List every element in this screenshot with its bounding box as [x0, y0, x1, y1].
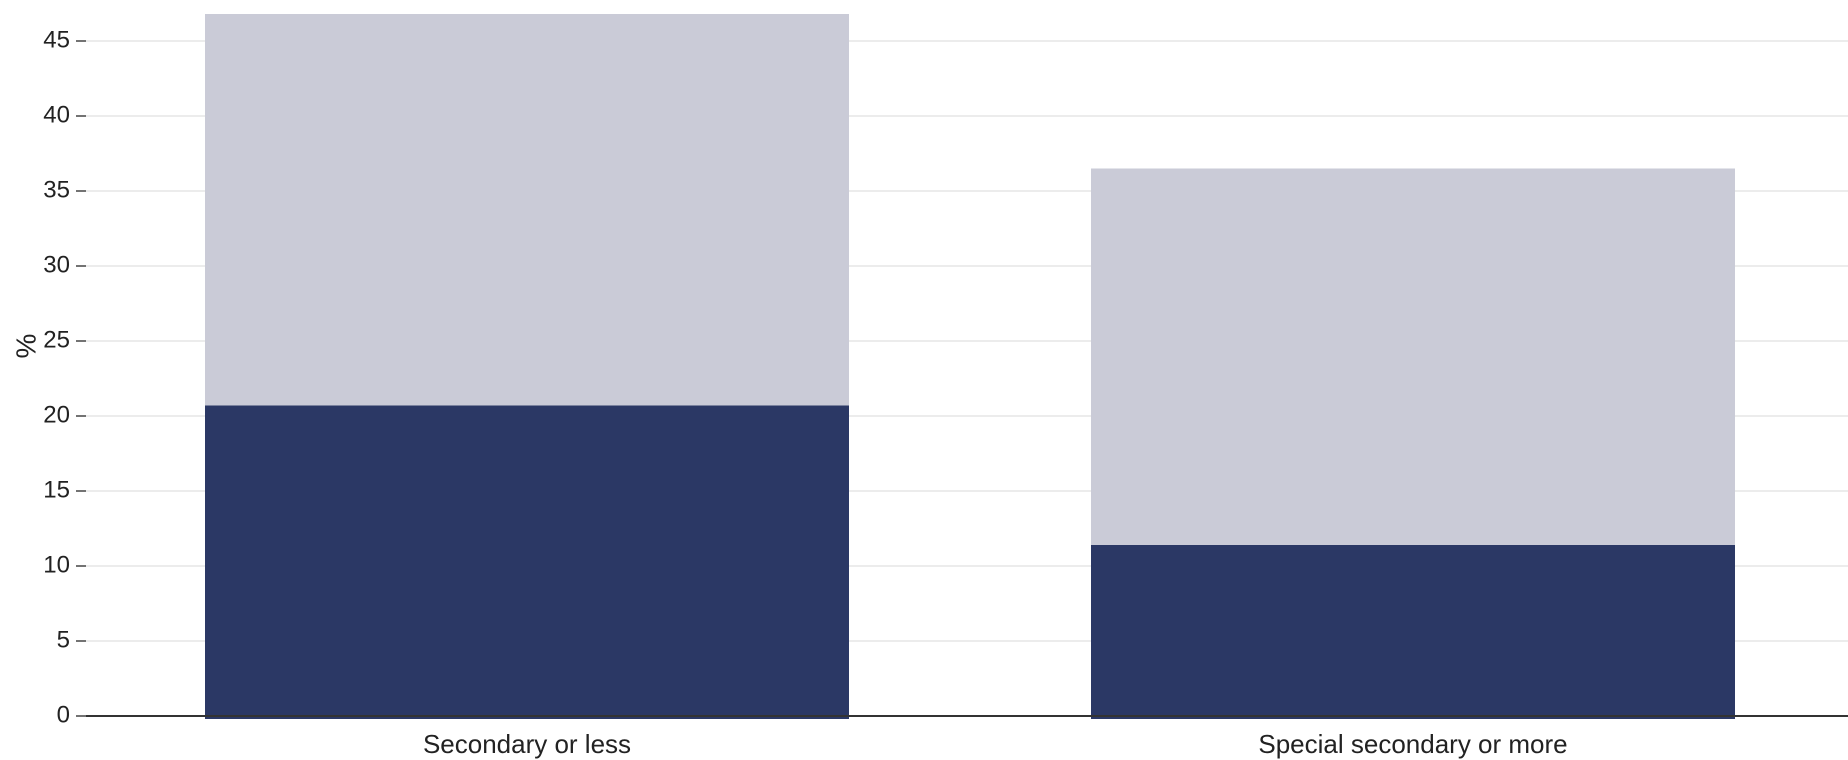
y-axis-title: %	[10, 334, 41, 359]
x-tick-label: Special secondary or more	[1258, 729, 1567, 759]
y-tick-label: 40	[43, 101, 70, 128]
y-tick-label: 5	[57, 626, 70, 653]
axes: 0 5 10 15 20 25 30 35 40 45 Secondary or less Speci…	[43, 26, 1848, 759]
x-tick-label: Secondary or less	[423, 729, 631, 759]
y-tick-label: 15	[43, 476, 70, 503]
bar-segment	[205, 405, 849, 719]
bar-segment	[1091, 545, 1735, 719]
y-tick-label: 10	[43, 551, 70, 578]
y-tick-label: 45	[43, 26, 70, 53]
y-tick-label: 35	[43, 176, 70, 203]
bar-segment	[1091, 168, 1735, 545]
y-tick-label: 30	[43, 251, 70, 278]
y-tick-label: 25	[43, 326, 70, 353]
bar-segment	[205, 14, 849, 406]
bars	[205, 14, 1735, 719]
y-tick-label: 20	[43, 401, 70, 428]
y-tick-label: 0	[57, 701, 70, 728]
